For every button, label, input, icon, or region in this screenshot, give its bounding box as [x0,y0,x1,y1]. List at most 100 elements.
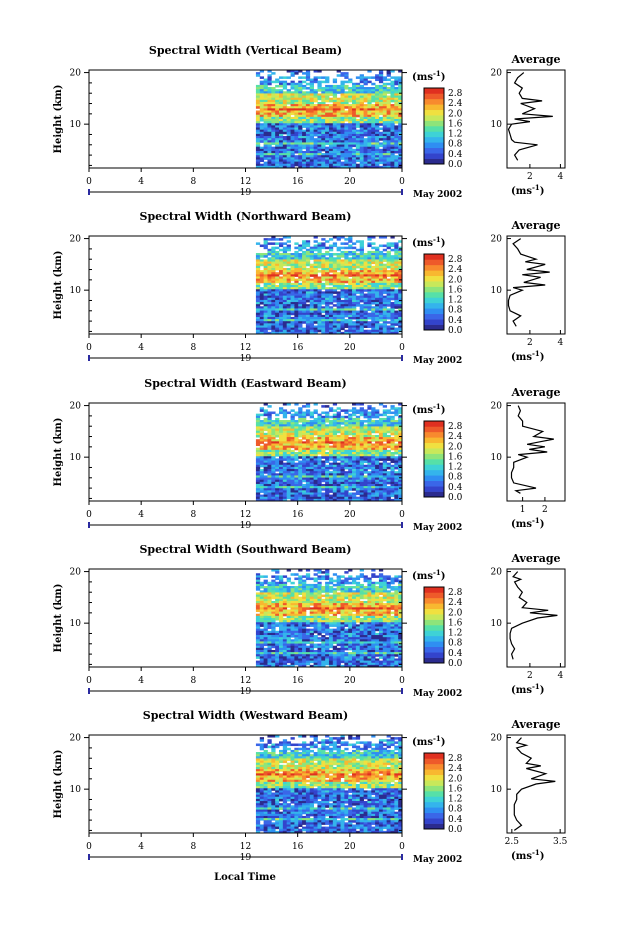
heatmap-cell [321,265,326,269]
heatmap-cell [332,291,338,294]
heatmap-cell [255,424,261,427]
heatmap-cell [398,248,402,252]
heatmap-cell [313,244,318,248]
heatmap-cell [321,316,326,320]
heatmap-cell [259,295,265,299]
heatmap-cell [298,265,303,269]
heatmap-cell [386,316,391,320]
heatmap-cell [378,473,384,476]
heatmap-cell [340,492,345,496]
heatmap-cell [309,250,314,254]
heatmap-cell [340,87,345,90]
heatmap-cell [298,123,303,126]
heatmap-cell [294,573,299,576]
heatmap-cell [355,272,361,275]
heatmap-cell [259,99,265,103]
heatmap-cell [398,255,402,258]
heatmap-cell [355,464,361,468]
heatmap-cell [263,479,268,483]
heatmap-cell [332,140,338,143]
heatmap-cell [336,475,341,478]
heatmap-cell [255,430,261,434]
heatmap-cell [313,314,318,318]
avg-y-tick-label: 10 [491,453,503,463]
heatmap-cell [259,157,265,160]
heatmap-cell [279,263,284,267]
heatmap-cell [348,97,353,101]
heatmap-cell [267,144,272,148]
heatmap-cell [298,95,303,99]
heatmap-cell [386,297,391,301]
month-label: May 2002 [413,356,462,366]
heatmap-cell [355,297,361,301]
heatmap-cell [336,285,341,288]
heatmap-cell [309,89,314,92]
heatmap-cell [282,581,288,585]
heatmap-cell [275,486,280,489]
heatmap-cell [375,257,380,260]
heatmap-cell [325,155,330,158]
heatmap-cell [382,319,388,322]
heatmap-cell [367,165,372,168]
heatmap-cell [336,157,341,160]
heatmap-cell [309,308,314,311]
heatmap-cell [398,498,402,501]
heatmap-cell [378,250,384,254]
heatmap-cell [302,422,307,425]
heatmap-cell [325,575,330,578]
colorbar-tick-label: 1.2 [448,296,462,306]
heatmap-cell [282,310,288,314]
heatmap-cell [375,146,380,150]
heatmap-cell [305,263,311,267]
heatmap-cell [344,253,349,256]
heatmap-cell [382,123,388,126]
heatmap-cell [328,327,334,331]
heatmap-cell [328,308,334,311]
heatmap-cell [359,101,364,105]
heatmap-cell [336,426,341,429]
heatmap-cell [363,140,368,143]
heatmap-cell [355,411,361,415]
heatmap-cell [340,80,345,84]
heatmap-cell [344,432,349,436]
average-unit: (ms-1) [511,183,544,197]
heatmap-cell [375,159,380,163]
heatmap-cell [375,265,380,269]
heatmap-cell [321,278,326,282]
heatmap-cell [279,479,284,483]
heatmap-cell [271,432,276,436]
heatmap-cell [336,304,341,307]
heatmap-cell [344,314,349,318]
heatmap-cell [302,250,307,254]
heatmap-cell [321,121,326,124]
heatmap-cell [352,99,357,103]
heatmap-cell [279,430,284,434]
heatmap-cell [309,443,314,447]
heatmap-cell [279,329,284,333]
heatmap-cell [294,314,299,318]
heatmap-cell [382,253,388,256]
heatmap-cell [267,272,272,275]
heatmap-cell [340,443,345,447]
heatmap-cell [282,464,288,468]
heatmap-cell [332,481,338,485]
heatmap-cell [298,445,303,449]
heatmap-cell [325,573,330,576]
heatmap-cell [317,136,322,139]
heatmap-cell [309,165,314,168]
heatmap-cell [298,321,303,324]
heatmap-cell [313,424,318,427]
heatmap-cell [336,144,341,148]
heatmap-cell [382,236,388,239]
heatmap-cell [398,157,402,160]
heatmap-cell [363,308,368,311]
heatmap-cell [305,144,311,148]
heatmap-cell [386,314,391,318]
heatmap-cell [382,153,388,156]
heatmap-cell [302,278,307,282]
heatmap-cell [386,70,391,73]
heatmap-cell [321,329,326,333]
heatmap-cell [394,289,399,292]
heatmap-cell [378,157,384,160]
heatmap-cell [344,255,349,258]
